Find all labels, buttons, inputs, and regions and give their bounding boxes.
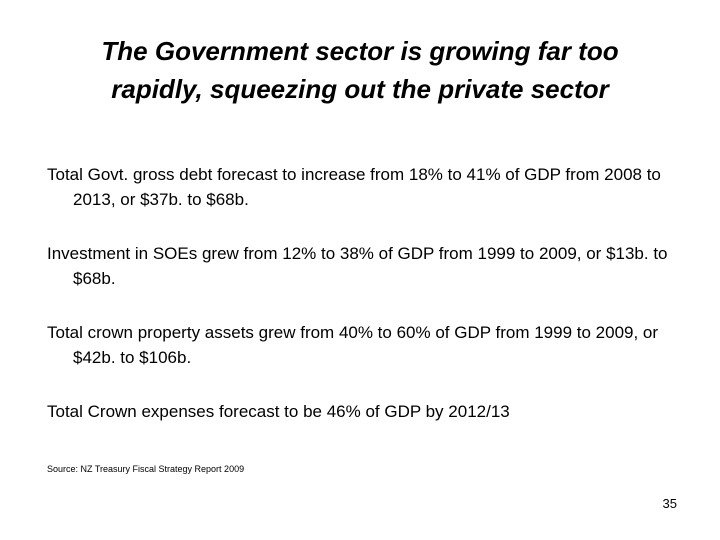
bullet-govt-debt: Total Govt. gross debt forecast to incre… [47,165,661,209]
bullet-crown-expenses: Total Crown expenses forecast to be 46% … [47,402,510,421]
source-note: Source: NZ Treasury Fiscal Strategy Repo… [47,464,245,474]
bullet-crown-assets: Total crown property assets grew from 40… [47,323,659,367]
bullet-list: Total Govt. gross debt forecast to incre… [47,162,697,424]
page-number: 35 [662,496,677,511]
bullet-soe-investment: Investment in SOEs grew from 12% to 38% … [47,244,668,288]
slide-title: The Government sector is growing far too… [20,32,700,108]
slide-title-line-2: rapidly, squeezing out the private secto… [111,74,609,104]
slide-title-line-1: The Government sector is growing far too [101,36,619,66]
